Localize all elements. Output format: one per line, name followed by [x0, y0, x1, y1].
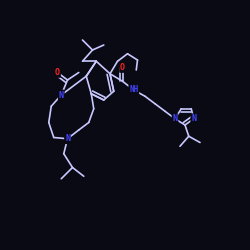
Text: O: O	[120, 63, 125, 72]
Text: O: O	[55, 68, 60, 77]
Text: NH: NH	[129, 86, 138, 94]
Text: N: N	[191, 114, 196, 123]
Text: N: N	[65, 134, 70, 143]
Text: N: N	[59, 90, 64, 100]
Text: N: N	[172, 114, 178, 123]
